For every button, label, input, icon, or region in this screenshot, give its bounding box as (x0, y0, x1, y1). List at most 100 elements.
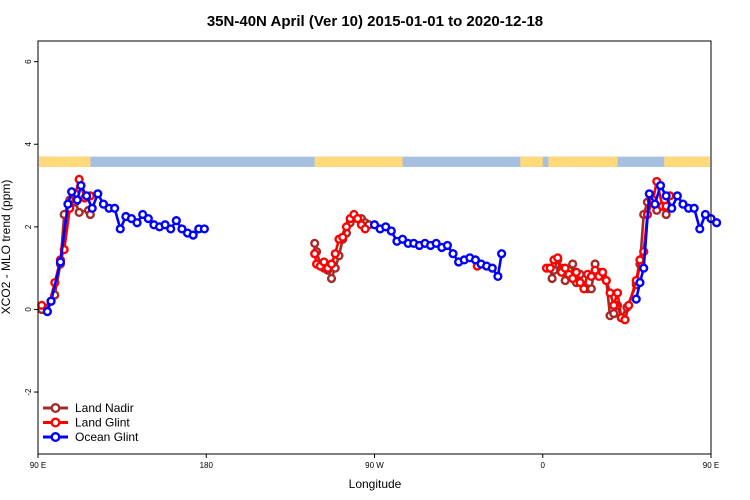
land-nadir-point (586, 284, 596, 294)
y-tick-label: 2 (24, 224, 33, 229)
ocean-glint-point (177, 224, 187, 234)
ocean-glint-point (644, 189, 654, 199)
land-glint-point (601, 275, 611, 286)
land-segment-1 (57, 156, 76, 167)
ocean-glint-point (661, 191, 671, 201)
ocean-glint-point (115, 224, 125, 234)
y-tick-label: 0 (24, 307, 33, 312)
x-tick-label: 90 W (365, 461, 384, 470)
ocean-glint-series (42, 180, 722, 317)
ocean-glint-point (386, 226, 396, 236)
land-glint-point (341, 222, 352, 232)
ocean-glint-point (397, 234, 408, 244)
series-layer (37, 174, 722, 325)
land-glint-point (579, 284, 589, 294)
ocean-glint-point (87, 203, 97, 213)
ocean-glint-point (42, 306, 52, 317)
ocean-glint-point (689, 203, 699, 213)
ocean-glint-point (138, 209, 148, 220)
legend-label: Ocean Glint (75, 430, 139, 444)
land-glint-point (605, 288, 615, 298)
ocean-glint-point (667, 203, 677, 213)
ocean-glint-point (199, 224, 209, 234)
x-tick-label: 0 (541, 461, 546, 470)
ocean-glint-point (631, 294, 641, 304)
x-axis-label: Longitude (349, 477, 402, 491)
land-segment-2 (314, 156, 403, 167)
ocean-glint-point (493, 271, 503, 282)
land-ocean-strip (39, 156, 710, 167)
x-tick-label: 180 (200, 461, 214, 470)
ocean-glint-point (695, 224, 705, 234)
ocean-glint-point (55, 257, 66, 267)
land-glint-point (571, 267, 582, 277)
legend-label: Land Nadir (75, 401, 134, 415)
land-glint-point (310, 249, 320, 259)
x-tick-label: 90 E (30, 461, 46, 470)
land-segment-3 (520, 156, 543, 167)
y-tick-label: 6 (24, 59, 33, 64)
land-glint-point (620, 315, 630, 325)
chart-title: 35N-40N April (Ver 10) 2015-01-01 to 202… (207, 13, 543, 30)
legend-item-ocean-glint: Ocean Glint (43, 430, 139, 444)
land-glint-point (560, 263, 570, 273)
x-axis-ticks: 90 E 180 90 W 0 90 E (30, 454, 719, 470)
land-nadir-point (609, 308, 619, 319)
land-nadir-point (568, 259, 578, 269)
ocean-glint-point (76, 180, 86, 191)
ocean-glint-point (72, 195, 82, 205)
ocean-glint-point (470, 255, 481, 265)
ocean-glint-point (188, 230, 198, 240)
land-nadir-point (74, 207, 84, 217)
y-axis-ticks: -2 0 2 4 6 (24, 59, 38, 396)
ocean-glint-point (655, 180, 666, 191)
ocean-glint-point (442, 240, 453, 251)
ocean-glint-point (448, 249, 458, 259)
ocean-glint-point (635, 278, 645, 288)
legend-swatch-marker (50, 417, 61, 428)
legend-label: Land Glint (75, 416, 130, 430)
ocean-glint-point (678, 199, 688, 209)
land-segment-5 (664, 156, 710, 167)
land-glint-point (597, 267, 608, 277)
legend-swatch-marker (50, 403, 61, 414)
land-nadir-point (310, 238, 320, 248)
ocean-glint-point (132, 218, 142, 228)
ocean-glint-point (143, 213, 153, 224)
y-tick-label: -2 (24, 388, 33, 396)
land-segment-4 (548, 156, 618, 167)
ocean-glint-point (160, 220, 170, 230)
ocean-glint-line (634, 184, 718, 300)
ocean-glint-point (98, 199, 109, 209)
ocean-glint-point (700, 209, 710, 220)
land-glint-point (37, 300, 47, 310)
ocean-glint-point (110, 203, 120, 213)
ocean-glint-point (93, 189, 103, 199)
ocean-glint-point (171, 216, 181, 226)
land-glint-point (624, 300, 634, 310)
ocean-glint-point (672, 191, 682, 201)
ocean-glint-point (487, 263, 497, 273)
land-glint-point (360, 224, 370, 234)
ocean-glint-point (712, 218, 722, 228)
land-nadir-point (547, 273, 557, 284)
ocean-glint-point (82, 191, 92, 201)
land-glint-point (575, 278, 585, 288)
land-glint-point (545, 263, 555, 273)
ocean-glint-point (431, 238, 441, 248)
land-glint-point (612, 288, 623, 298)
ocean-glint-point (126, 213, 137, 224)
legend-item-land-nadir: Land Nadir (43, 401, 134, 415)
land-glint-point (326, 259, 337, 269)
ocean-glint-point (63, 199, 73, 209)
land-glint-point (338, 232, 348, 242)
x-tick-label: 90 E (703, 461, 719, 470)
y-tick-label: 4 (24, 141, 33, 146)
ocean-glint-point (46, 296, 56, 306)
ocean-glint-point (639, 263, 649, 273)
land-glint-series (37, 174, 675, 325)
ocean-glint-point (650, 199, 660, 209)
legend-item-land-glint: Land Glint (43, 416, 130, 430)
